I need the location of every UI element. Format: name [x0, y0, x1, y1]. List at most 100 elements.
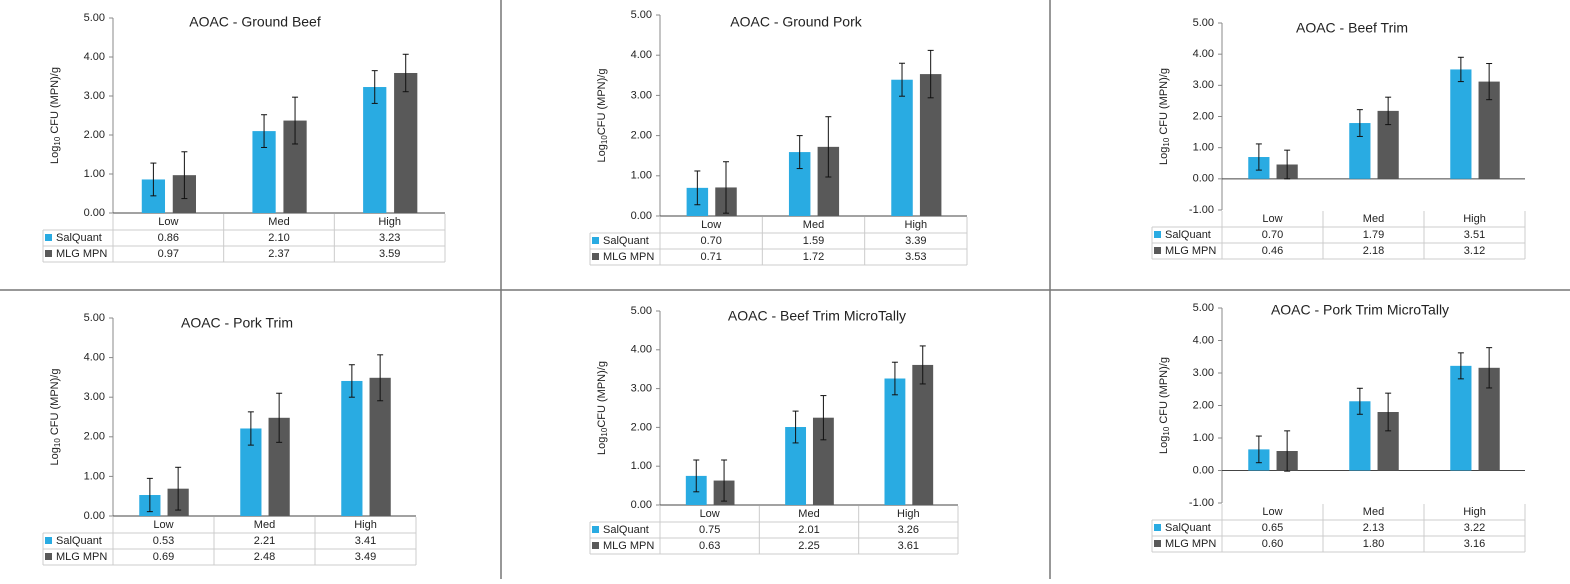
x-tick-label: Med	[798, 508, 819, 520]
legend-swatch	[45, 234, 52, 241]
table-value: 3.41	[355, 535, 376, 547]
y-tick-label: 5.00	[631, 305, 652, 317]
table-value: 1.59	[803, 235, 824, 247]
bar	[283, 120, 307, 213]
bar	[369, 377, 391, 516]
y-tick-label: 4.00	[84, 352, 105, 364]
table-value: 0.75	[699, 524, 720, 536]
y-tick-label: 4.00	[1193, 334, 1214, 346]
y-axis-label-part: CFU (MPN)/g	[596, 69, 608, 136]
y-tick-label: 0.00	[1193, 464, 1214, 476]
chart: AOAC - Beef Trim Log10 CFU (MPN)/g -1.00 0.…	[1151, 17, 1526, 260]
legend-label: SalQuant	[603, 235, 649, 247]
y-axis-label-part: CFU (MPN)/g	[49, 369, 61, 439]
table-value: 3.22	[1464, 522, 1485, 534]
table-value: 3.53	[905, 251, 926, 263]
y-axis-label-part: 10	[53, 136, 62, 145]
table-value: 3.51	[1464, 229, 1485, 241]
y-axis-label-part: Log	[1158, 436, 1170, 454]
legend-label: MLG MPN	[1165, 245, 1216, 257]
table-value: 2.21	[254, 535, 275, 547]
y-axis-label-part: 10	[1162, 137, 1171, 146]
y-axis-label-part: CFU (MPN)/g	[1158, 357, 1170, 427]
x-tick-label: High	[1463, 506, 1486, 518]
y-tick-label: 0.00	[84, 207, 105, 219]
legend-swatch	[45, 553, 52, 560]
bar	[1377, 110, 1399, 179]
y-axis-label: Log10 CFU (MPN)/g	[1158, 68, 1171, 165]
legend-label: MLG MPN	[603, 540, 654, 552]
x-tick-label: Low	[1262, 213, 1282, 225]
bar	[1377, 412, 1399, 471]
legend-swatch	[1154, 231, 1161, 238]
y-tick-label: 3.00	[1193, 367, 1214, 379]
y-axis-label: Log10CFU (MPN)/g	[596, 361, 609, 455]
table-value: 3.23	[379, 232, 400, 244]
table-value: 2.48	[254, 551, 275, 563]
legend-label: MLG MPN	[603, 251, 654, 263]
y-axis-label-part: Log	[596, 144, 608, 162]
legend-swatch	[592, 253, 599, 260]
bar	[363, 87, 387, 213]
bar	[268, 417, 290, 516]
legend-label: MLG MPN	[56, 248, 107, 260]
table-value: 1.72	[803, 251, 824, 263]
y-tick-label: 4.00	[631, 49, 652, 61]
y-tick-label: 2.00	[84, 129, 105, 141]
y-tick-label: 2.00	[631, 130, 652, 142]
table-value: 0.46	[1262, 245, 1283, 257]
x-tick-label: Med	[1363, 213, 1384, 225]
y-tick-label: 4.00	[1193, 48, 1214, 60]
x-tick-label: High	[1463, 213, 1486, 225]
y-axis-label-part: CFU (MPN)/g	[49, 67, 61, 137]
y-tick-label: 2.00	[1193, 110, 1214, 122]
table-value: 0.71	[700, 251, 721, 263]
bar	[891, 79, 913, 216]
y-axis-label-part: Log	[49, 447, 61, 465]
y-tick-label: -1.00	[1189, 204, 1214, 216]
bar	[1450, 69, 1472, 179]
x-tick-label: High	[354, 519, 377, 531]
legend-swatch	[592, 542, 599, 549]
legend-label: MLG MPN	[56, 551, 107, 563]
y-tick-label: 0.00	[1193, 173, 1214, 185]
legend-swatch	[45, 537, 52, 544]
table-value: 3.16	[1464, 538, 1485, 550]
legend-swatch	[1154, 540, 1161, 547]
y-tick-label: 3.00	[1193, 79, 1214, 91]
legend-swatch	[592, 526, 599, 533]
bar	[812, 417, 834, 505]
x-tick-label: Low	[701, 219, 721, 231]
y-axis-label: Log10 CFU (MPN)/g	[1158, 357, 1171, 454]
x-tick-label: High	[905, 219, 928, 231]
table-value: 3.59	[379, 248, 400, 260]
legend-label: SalQuant	[1165, 522, 1211, 534]
bar	[341, 380, 363, 516]
bar	[1450, 365, 1472, 471]
y-tick-label: 0.00	[631, 499, 652, 511]
table-value: 0.69	[153, 551, 174, 563]
chart-title: AOAC - Ground Pork	[730, 14, 862, 30]
table-value: 2.25	[798, 540, 819, 552]
table-value: 0.65	[1262, 522, 1283, 534]
y-tick-label: 1.00	[84, 470, 105, 482]
chart: AOAC - Ground Beef Log10 CFU (MPN)/g 0.00 1…	[42, 12, 446, 263]
y-axis-label-part: 10	[600, 427, 609, 436]
legend-label: SalQuant	[56, 535, 102, 547]
y-axis-label-part: 10	[600, 135, 609, 144]
bar	[1478, 81, 1500, 179]
y-tick-label: 5.00	[84, 312, 105, 324]
table-value: 2.01	[798, 524, 819, 536]
legend-label: SalQuant	[56, 232, 102, 244]
table-value: 0.86	[158, 232, 179, 244]
y-tick-label: 3.00	[84, 391, 105, 403]
bar	[1349, 123, 1371, 179]
bar	[884, 378, 906, 505]
y-tick-label: 0.00	[631, 210, 652, 222]
table-value: 3.26	[898, 524, 919, 536]
y-tick-label: 5.00	[631, 9, 652, 21]
y-tick-label: 5.00	[1193, 17, 1214, 29]
legend-swatch	[592, 237, 599, 244]
